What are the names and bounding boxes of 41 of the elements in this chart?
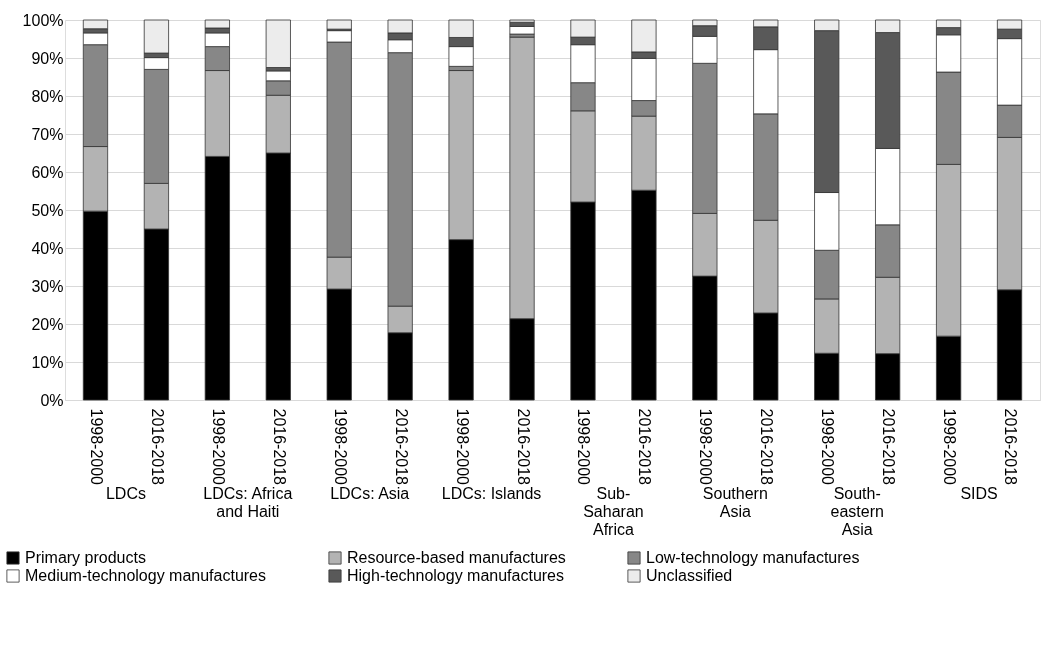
y-tick-label: 30% — [31, 277, 64, 295]
y-tick-label: 50% — [31, 201, 64, 219]
legend-label: Low-technology manufactures — [646, 549, 860, 566]
text: Sub- Saharan Africa — [583, 485, 644, 538]
text: LDCs: Asia — [330, 485, 410, 502]
x-tick-label: 2016-2018 — [514, 408, 532, 486]
x-tick-label: 1998-2000 — [819, 408, 837, 486]
x-tick-label: 2016-2018 — [880, 408, 898, 486]
x-tick-label: 1998-2000 — [87, 408, 105, 486]
y-tick-label: 80% — [31, 87, 64, 105]
text: Southern Asia — [702, 485, 768, 520]
text: SIDS — [960, 485, 998, 502]
text: LDCs — [105, 485, 146, 502]
x-tick-label: 1998-2000 — [209, 408, 227, 486]
text: LDCs: Islands — [441, 485, 542, 502]
x-tick-label: 1998-2000 — [453, 408, 471, 486]
text: LDCs: Africa and Haiti — [203, 485, 293, 520]
x-tick-label: 1998-2000 — [697, 408, 715, 486]
legend-label: Unclassified — [646, 567, 733, 584]
legend-label: High-technology manufactures — [347, 567, 565, 584]
y-tick-label: 100% — [22, 11, 64, 29]
x-tick-label: 1998-2000 — [575, 408, 593, 486]
x-tick-label: 2016-2018 — [270, 408, 288, 486]
text: South- eastern Asia — [830, 485, 884, 538]
x-tick-label: 2016-2018 — [636, 408, 654, 486]
x-tick-label: 1998-2000 — [331, 408, 349, 486]
legend-label: Resource-based manufactures — [347, 549, 566, 566]
legend-label: Medium-technology manufactures — [25, 567, 267, 584]
x-tick-label: 2016-2018 — [392, 408, 410, 486]
x-tick-label: 2016-2018 — [758, 408, 776, 486]
x-tick-label: 2016-2018 — [148, 408, 166, 486]
x-tick-label: 1998-2000 — [941, 408, 959, 486]
legend-label: Primary products — [25, 549, 146, 566]
y-tick-label: 0% — [40, 391, 64, 409]
y-tick-label: 70% — [31, 125, 64, 143]
y-tick-label: 10% — [31, 353, 64, 371]
x-tick-label: 2016-2018 — [1002, 408, 1020, 486]
y-tick-label: 40% — [31, 239, 64, 257]
y-tick-label: 90% — [31, 49, 64, 67]
y-tick-label: 60% — [31, 163, 64, 181]
y-tick-label: 20% — [31, 315, 64, 333]
